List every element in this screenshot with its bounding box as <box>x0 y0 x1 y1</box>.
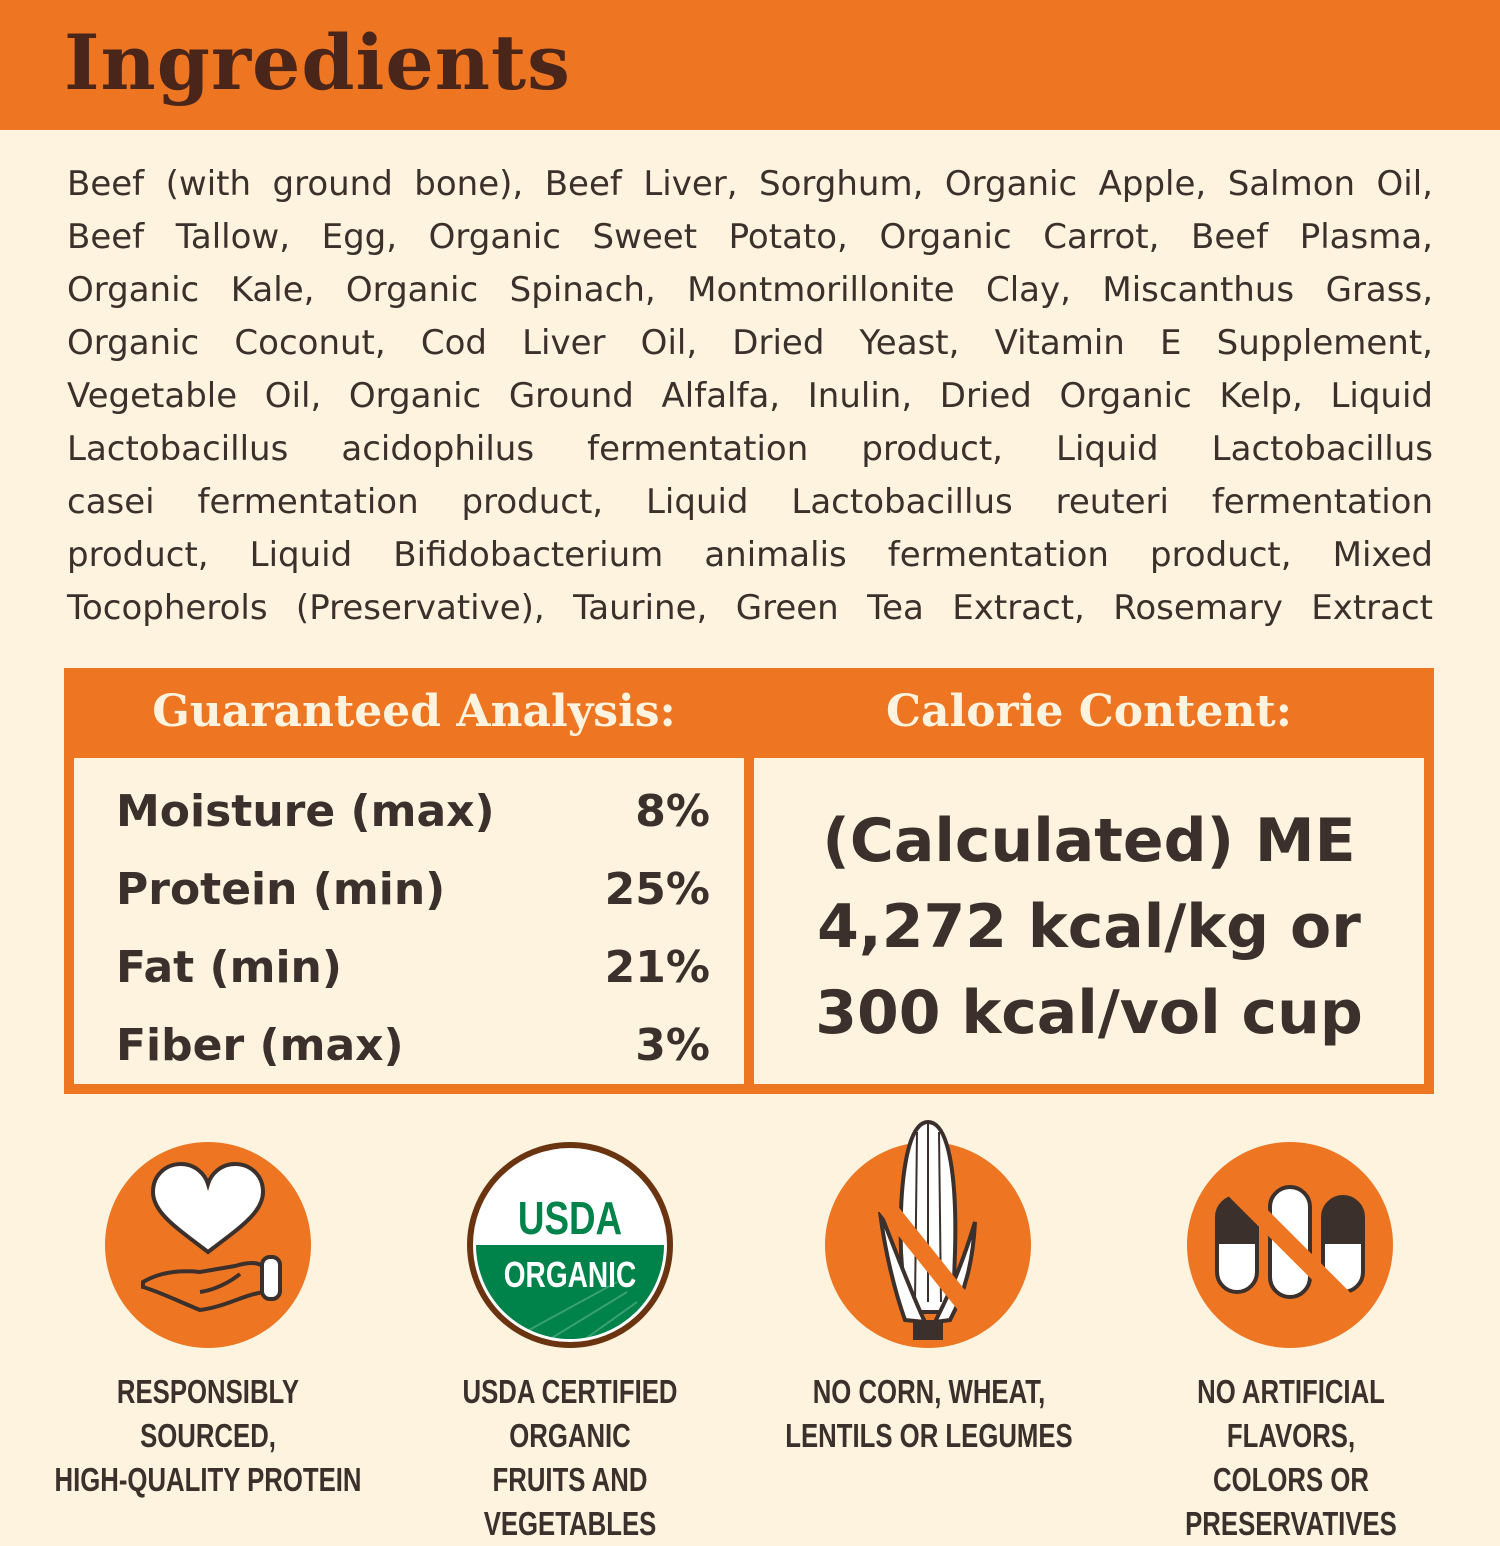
no-capsules-icon <box>1187 1142 1393 1348</box>
header-band <box>0 0 1500 130</box>
analysis-label: Fiber (max) <box>116 1020 404 1071</box>
caption-line: FRUITS AND VEGETABLES <box>483 1461 657 1542</box>
analysis-label: Protein (min) <box>116 864 446 915</box>
analysis-label: Moisture (max) <box>116 786 495 837</box>
badge-caption: RESPONSIBLY SOURCED, HIGH-QUALITY PROTEIN <box>52 1370 364 1502</box>
analysis-row: Fiber (max) 3% <box>116 1020 710 1071</box>
calorie-content-title: Calorie Content: <box>885 686 1293 737</box>
ingredients-line: Beef Tallow, Egg, Organic Sweet Potato, … <box>67 217 1433 257</box>
ingredients-line: product, Liquid Bifidobacterium animalis… <box>67 535 1433 575</box>
analysis-value: 25% <box>604 864 710 915</box>
ingredients-line: casei fermentation product, Liquid Lacto… <box>67 482 1433 522</box>
calorie-line: 300 kcal/vol cup <box>815 978 1363 1048</box>
analysis-value: 8% <box>635 786 710 837</box>
heart-hand-icon <box>105 1142 311 1348</box>
caption-line: COLORS OR PRESERVATIVES <box>1185 1461 1397 1542</box>
analysis-row: Fat (min) 21% <box>116 942 710 993</box>
analysis-row: Protein (min) 25% <box>116 864 710 915</box>
analysis-row: Moisture (max) 8% <box>116 786 710 837</box>
guaranteed-analysis-title: Guaranteed Analysis: <box>152 686 676 737</box>
badge-caption: USDA CERTIFIED ORGANIC FRUITS AND VEGETAB… <box>414 1370 726 1546</box>
ingredients-line: Vegetable Oil, Organic Ground Alfalfa, I… <box>67 376 1433 416</box>
usda-organic-seal: USDA ORGANIC <box>467 1142 673 1348</box>
badge-caption: NO CORN, WHEAT, LENTILS OR LEGUMES <box>773 1370 1085 1458</box>
ingredients-line: Tocopherols (Preservative), Taurine, Gre… <box>67 588 1433 628</box>
calorie-line: (Calculated) ME <box>822 806 1356 876</box>
usda-text: USDA <box>518 1192 622 1244</box>
no-corn-icon <box>825 1119 1031 1348</box>
caption-line: LENTILS OR LEGUMES <box>785 1417 1073 1454</box>
caption-line: HIGH-QUALITY PROTEIN <box>54 1461 362 1498</box>
caption-line: RESPONSIBLY SOURCED, <box>116 1373 300 1454</box>
nutrition-table: Guaranteed Analysis: Calorie Content: Mo… <box>64 668 1434 1094</box>
ingredients-line: Organic Kale, Organic Spinach, Montmoril… <box>67 270 1433 310</box>
ingredients-line: Lactobacillus acidophilus fermentation p… <box>67 429 1433 469</box>
caption-line: NO ARTIFICIAL FLAVORS, <box>1197 1373 1385 1454</box>
organic-text: ORGANIC <box>504 1255 637 1295</box>
analysis-label: Fat (min) <box>116 942 342 993</box>
caption-line: USDA CERTIFIED ORGANIC <box>462 1373 678 1454</box>
ingredients-list: Beef (with ground bone), Beef Liver, Sor… <box>67 158 1433 635</box>
badge-caption: NO ARTIFICIAL FLAVORS, COLORS OR PRESERVA… <box>1135 1370 1447 1546</box>
analysis-value: 3% <box>635 1020 710 1071</box>
column-divider <box>744 758 754 1084</box>
page-title: Ingredients <box>64 18 571 107</box>
calorie-content: (Calculated) ME 4,272 kcal/kg or 300 kca… <box>754 798 1424 1056</box>
calorie-line: 4,272 kcal/kg or <box>817 892 1361 962</box>
table-header: Guaranteed Analysis: Calorie Content: <box>74 668 1424 758</box>
analysis-value: 21% <box>604 942 710 993</box>
ingredients-line: Organic Coconut, Cod Liver Oil, Dried Ye… <box>67 323 1433 363</box>
ingredients-line: Beef (with ground bone), Beef Liver, Sor… <box>67 164 1433 204</box>
caption-line: NO CORN, WHEAT, <box>812 1373 1046 1410</box>
